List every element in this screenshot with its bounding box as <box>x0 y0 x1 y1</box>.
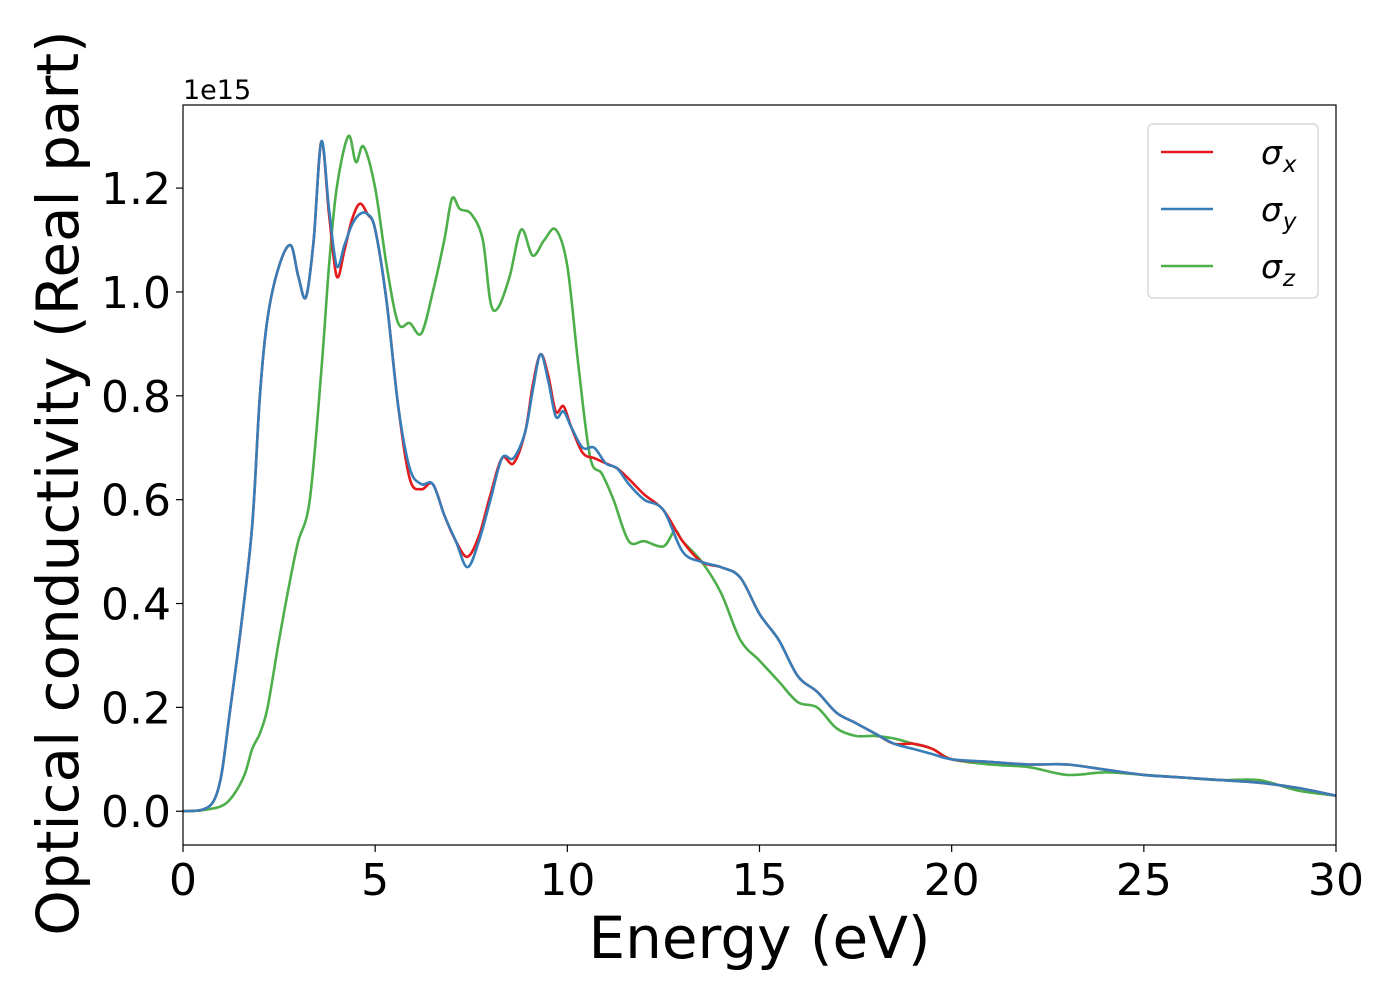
x-tick-label: 25 <box>1116 855 1172 906</box>
x-tick-label: 30 <box>1308 855 1364 906</box>
y-tick-label: 1.0 <box>101 268 171 319</box>
y-tick-label: 0.2 <box>101 683 171 734</box>
x-tick-label: 10 <box>539 855 595 906</box>
y-axis-title: Optical conductivity (Real part) <box>24 30 92 935</box>
y-tick-label: 0.8 <box>101 372 171 423</box>
x-tick-label: 20 <box>924 855 980 906</box>
x-tick-label: 0 <box>169 855 197 906</box>
y-tick-label: 1.2 <box>101 164 171 215</box>
x-tick-label: 15 <box>732 855 788 906</box>
y-tick-label: 0.4 <box>101 580 171 631</box>
series-line-y <box>182 140 1337 813</box>
y-tick-label: 0.6 <box>101 476 171 527</box>
y-tick-label: 0.0 <box>101 787 171 838</box>
x-tick-label: 5 <box>361 855 389 906</box>
y-offset-label: 1e15 <box>183 75 251 106</box>
x-axis: 0 5 10 15 20 25 30 <box>169 845 1364 906</box>
x-axis-title: Energy (eV) <box>588 904 930 972</box>
series-layer <box>182 134 1337 813</box>
legend-box <box>1147 123 1319 299</box>
y-axis: 0.0 0.2 0.4 0.6 0.8 1.0 1.2 <box>101 164 183 838</box>
